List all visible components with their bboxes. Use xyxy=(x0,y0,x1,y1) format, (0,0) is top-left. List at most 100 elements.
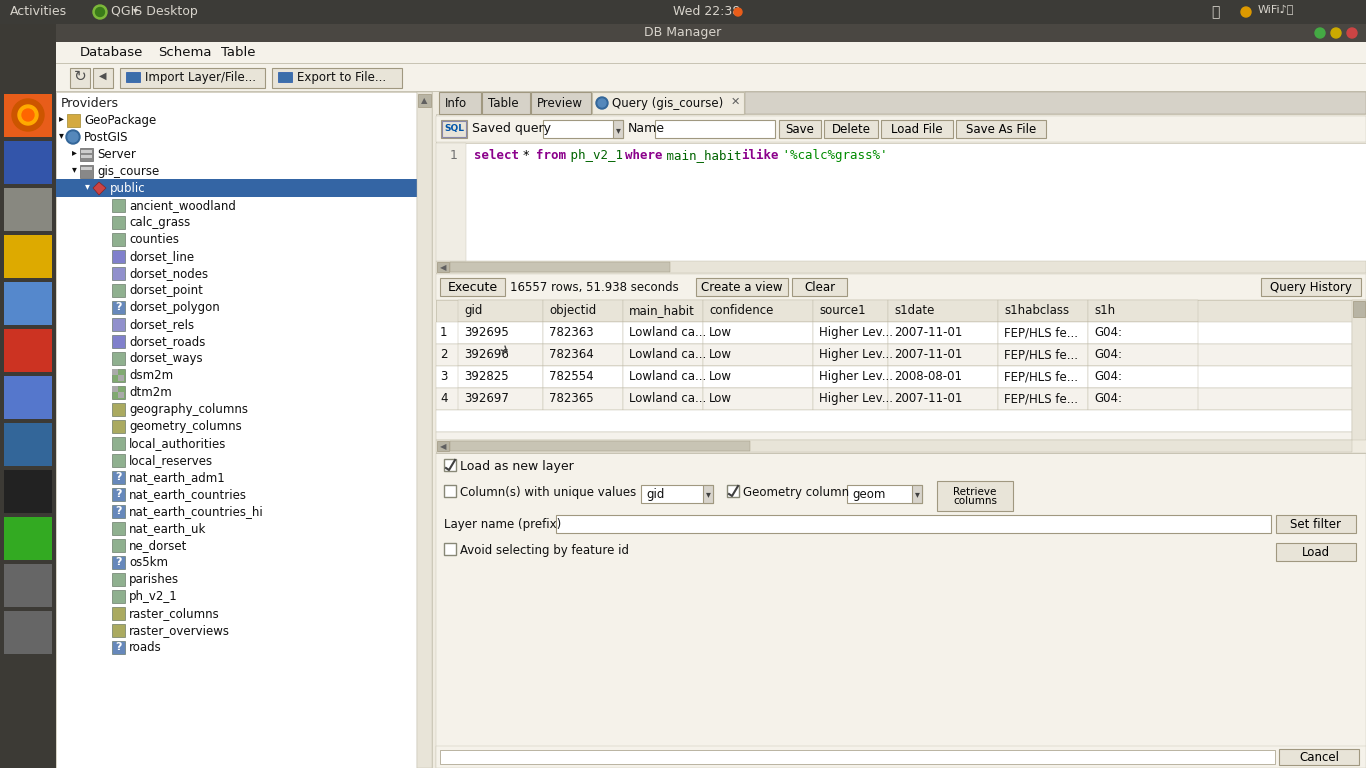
Circle shape xyxy=(1330,28,1341,38)
Text: DB Manager: DB Manager xyxy=(645,26,721,39)
Bar xyxy=(744,92,1366,114)
Text: dorset_line: dorset_line xyxy=(128,250,194,263)
Bar xyxy=(417,92,432,768)
Text: Cancel: Cancel xyxy=(1299,751,1339,764)
Bar xyxy=(999,300,1087,322)
Text: ▾: ▾ xyxy=(133,5,138,15)
Text: 4: 4 xyxy=(440,392,448,405)
Bar xyxy=(418,94,432,107)
Text: ?: ? xyxy=(115,302,122,312)
Bar xyxy=(279,72,292,82)
Text: dorset_roads: dorset_roads xyxy=(128,335,205,348)
Bar xyxy=(544,322,623,344)
Bar xyxy=(458,366,544,388)
Text: ▾: ▾ xyxy=(706,489,710,499)
Text: source1: source1 xyxy=(820,304,866,317)
Text: Import Layer/File...: Import Layer/File... xyxy=(145,71,255,84)
Bar xyxy=(436,366,1352,388)
Bar xyxy=(458,300,544,322)
Text: 🕊: 🕊 xyxy=(1212,5,1220,19)
Text: Lowland ca...: Lowland ca... xyxy=(628,392,706,405)
Circle shape xyxy=(12,99,44,131)
Bar xyxy=(436,410,1352,432)
Text: Low: Low xyxy=(709,392,732,405)
Bar xyxy=(438,92,481,114)
Bar xyxy=(544,388,623,410)
Bar xyxy=(697,278,788,296)
Circle shape xyxy=(93,5,107,19)
Bar xyxy=(544,366,623,388)
Text: Server: Server xyxy=(97,148,135,161)
Text: Schema: Schema xyxy=(158,46,212,59)
Bar xyxy=(1087,366,1198,388)
Bar xyxy=(591,92,744,114)
Text: ?: ? xyxy=(115,489,122,499)
Text: main_habit: main_habit xyxy=(658,149,749,162)
Bar xyxy=(824,120,878,138)
Text: Create a view: Create a view xyxy=(701,281,783,294)
Bar xyxy=(126,72,139,82)
Bar xyxy=(813,300,888,322)
Bar xyxy=(703,344,813,366)
Text: Preview: Preview xyxy=(537,97,583,110)
Bar xyxy=(881,120,953,138)
Bar xyxy=(112,624,126,637)
Text: G04:: G04: xyxy=(1094,326,1121,339)
Text: ?: ? xyxy=(115,557,122,567)
Bar xyxy=(436,143,1366,261)
Text: ▲: ▲ xyxy=(421,96,428,105)
Circle shape xyxy=(1347,28,1356,38)
Text: s1date: s1date xyxy=(893,304,934,317)
Bar xyxy=(623,366,703,388)
Text: 392696: 392696 xyxy=(464,348,510,361)
Bar xyxy=(436,116,1366,142)
Bar xyxy=(888,388,999,410)
Bar xyxy=(544,344,623,366)
Bar xyxy=(81,167,92,170)
Text: roads: roads xyxy=(128,641,161,654)
Bar xyxy=(444,543,456,555)
Bar xyxy=(56,63,1366,64)
Bar xyxy=(956,120,1046,138)
Text: ph_v2_1: ph_v2_1 xyxy=(563,149,631,162)
Circle shape xyxy=(1240,7,1251,17)
Text: gid: gid xyxy=(464,304,482,317)
Text: 392825: 392825 xyxy=(464,370,508,383)
Bar xyxy=(112,386,117,392)
Text: os5km: os5km xyxy=(128,556,168,569)
Bar xyxy=(888,322,999,344)
Text: dorset_rels: dorset_rels xyxy=(128,318,194,331)
Bar xyxy=(703,388,813,410)
Bar xyxy=(4,423,52,466)
Text: *: * xyxy=(515,149,538,162)
Text: Table: Table xyxy=(488,97,519,110)
Text: Higher Lev...: Higher Lev... xyxy=(820,370,893,383)
Bar xyxy=(436,453,1366,768)
Bar xyxy=(272,68,402,88)
Bar xyxy=(1352,301,1365,317)
Bar xyxy=(623,344,703,366)
Bar xyxy=(56,24,1366,42)
Bar xyxy=(888,344,999,366)
Bar xyxy=(437,441,449,451)
Bar xyxy=(0,0,1366,24)
Text: Layer name (prefix): Layer name (prefix) xyxy=(444,518,561,531)
Bar xyxy=(436,114,1366,768)
Bar xyxy=(544,300,623,322)
Text: dorset_polygon: dorset_polygon xyxy=(128,301,220,314)
Bar xyxy=(112,437,126,450)
Text: FEP/HLS fe...: FEP/HLS fe... xyxy=(1004,370,1078,383)
Bar xyxy=(67,114,81,127)
Text: Avoid selecting by feature id: Avoid selecting by feature id xyxy=(460,544,628,557)
Bar xyxy=(999,344,1087,366)
Text: ▾: ▾ xyxy=(85,181,90,191)
Bar xyxy=(81,150,92,153)
Text: Higher Lev...: Higher Lev... xyxy=(820,392,893,405)
Text: 782365: 782365 xyxy=(549,392,594,405)
Text: 782364: 782364 xyxy=(549,348,594,361)
Bar xyxy=(847,485,922,503)
Bar xyxy=(813,388,888,410)
Bar xyxy=(556,515,1270,533)
Text: 1: 1 xyxy=(440,326,448,339)
Text: Column(s) with unique values: Column(s) with unique values xyxy=(460,486,637,499)
